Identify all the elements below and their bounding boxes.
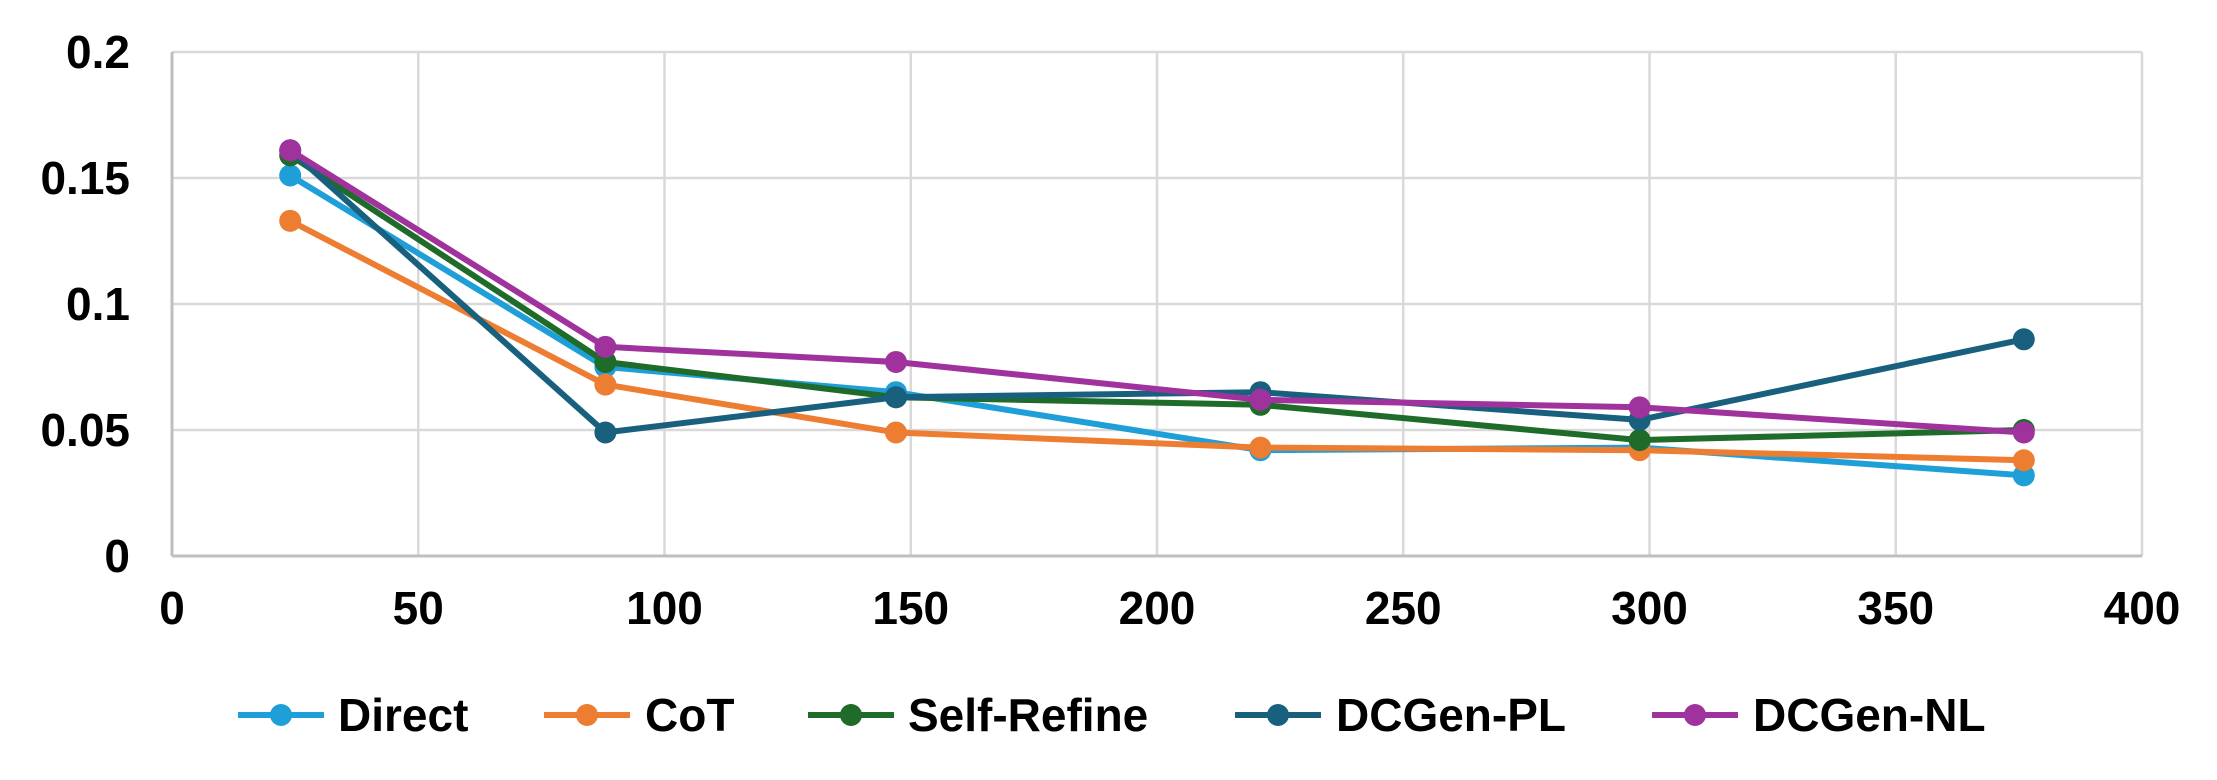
- data-point-dcgen-nl: [279, 139, 302, 162]
- x-tick-label: 350: [1857, 582, 1934, 634]
- x-tick-label: 50: [393, 582, 444, 634]
- x-tick-label: 100: [626, 582, 703, 634]
- x-tick-label: 200: [1119, 582, 1196, 634]
- data-point-cot: [594, 373, 617, 396]
- legend-item-direct: Direct: [238, 689, 468, 741]
- data-point-cot: [279, 209, 302, 232]
- legend-item-dcgen-pl: DCGen-PL: [1235, 689, 1566, 741]
- data-point-cot: [1249, 436, 1272, 459]
- legend-label: CoT: [645, 689, 734, 741]
- legend-item-self-refine: Self-Refine: [808, 689, 1148, 741]
- data-point-cot: [2012, 449, 2035, 472]
- legend-label: Self-Refine: [908, 689, 1148, 741]
- legend-label: DCGen-PL: [1336, 689, 1566, 741]
- x-tick-label: 300: [1611, 582, 1688, 634]
- data-point-dcgen-nl: [594, 335, 617, 358]
- legend-swatch-marker: [270, 704, 292, 726]
- legend: Direct CoT Self-Refine DCGen-PL DCGen-NL: [238, 689, 1986, 741]
- y-tick-label: 0.2: [66, 26, 130, 78]
- gridlines: [172, 50, 2144, 556]
- data-point-dcgen-nl: [1249, 388, 1272, 411]
- legend-label: Direct: [338, 689, 468, 741]
- series-line-dcgen-pl: [287, 147, 2027, 436]
- data-point-dcgen-nl: [2012, 421, 2035, 444]
- data-point-dcgen-pl: [884, 386, 907, 409]
- data-point-self-refine: [594, 350, 617, 373]
- data-point-dcgen-pl: [2012, 328, 2035, 351]
- legend-swatch-marker: [576, 704, 598, 726]
- legend-swatch-marker: [840, 704, 862, 726]
- data-point-dcgen-nl: [1628, 396, 1651, 419]
- series-line-dcgen-nl: [287, 147, 2027, 436]
- x-tick-label: 250: [1365, 582, 1442, 634]
- data-point-direct: [279, 164, 302, 187]
- y-tick-label: 0: [104, 530, 130, 582]
- series-line-self-refine: [287, 152, 2027, 444]
- x-tick-label: 150: [872, 582, 949, 634]
- series-dcgen-nl: [279, 139, 2035, 444]
- legend-item-cot: CoT: [544, 689, 734, 741]
- data-point-self-refine: [1628, 429, 1651, 452]
- series-group: [279, 139, 2035, 487]
- data-point-cot: [884, 421, 907, 444]
- legend-swatch-marker: [1267, 704, 1289, 726]
- axes: [170, 52, 2142, 558]
- legend-label: DCGen-NL: [1753, 689, 1986, 741]
- y-tick-label: 0.1: [66, 278, 130, 330]
- series-line-cot: [287, 217, 2027, 464]
- data-point-dcgen-nl: [884, 350, 907, 373]
- tick-labels: 0 0.05 0.1 0.15 0.2 0 50 100 150 200 250 300 350 400: [40, 26, 2180, 634]
- x-tick-label: 400: [2104, 582, 2181, 634]
- y-tick-label: 0.05: [40, 404, 130, 456]
- legend-swatch-marker: [1684, 704, 1706, 726]
- data-point-direct: [2012, 464, 2035, 487]
- legend-item-dcgen-nl: DCGen-NL: [1652, 689, 1986, 741]
- y-tick-label: 0.15: [40, 152, 130, 204]
- data-point-dcgen-pl: [594, 421, 617, 444]
- x-tick-label: 0: [159, 582, 185, 634]
